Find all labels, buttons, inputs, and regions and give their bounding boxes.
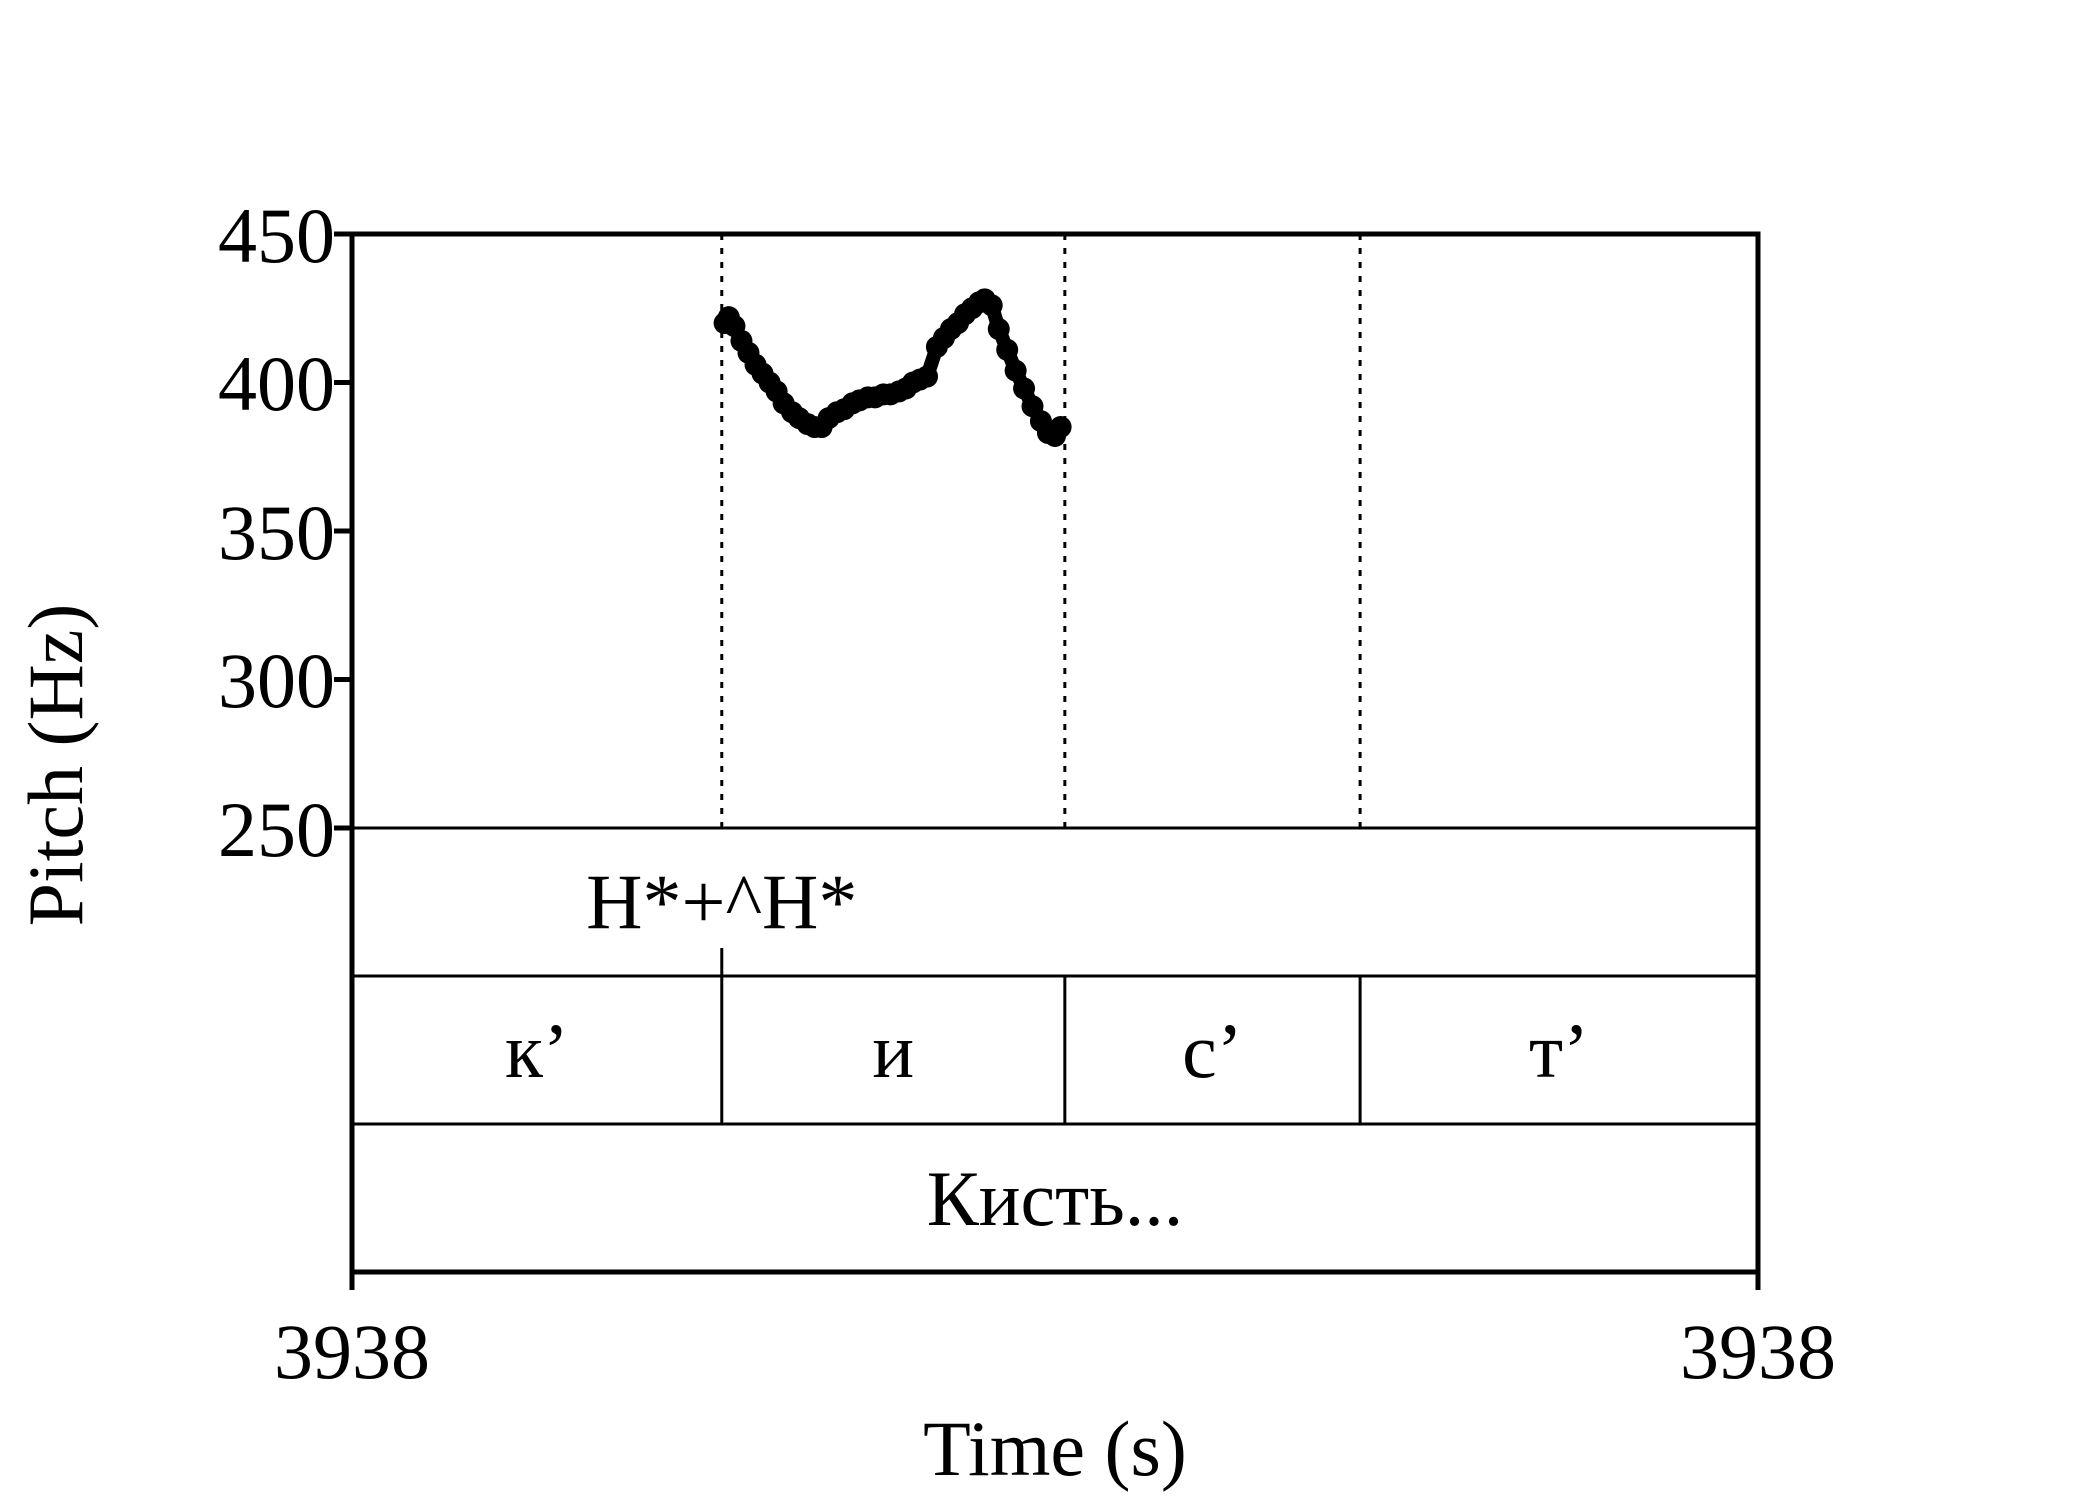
segment-label: т’ xyxy=(1529,1007,1589,1094)
pitch-point xyxy=(1049,416,1072,439)
x-axis-title: Time (s) xyxy=(923,1405,1187,1492)
tone-tier: H*+^H* xyxy=(586,858,857,945)
pitch-contour xyxy=(713,288,1072,447)
y-tick-label: 450 xyxy=(218,192,335,279)
x-tick-label-end: 3938 xyxy=(1680,1308,1836,1395)
y-tick-labels: 450 400 350 300 250 xyxy=(218,192,335,873)
x-tick-label-start: 3938 xyxy=(274,1308,430,1395)
segment-label: и xyxy=(872,1007,914,1094)
pitch-boundaries xyxy=(720,234,1362,828)
y-tick-label: 300 xyxy=(218,637,335,724)
plot-frame xyxy=(349,231,1761,1275)
pitch-point xyxy=(1013,377,1036,400)
segment-label: к’ xyxy=(505,1007,569,1094)
pitch-point xyxy=(996,338,1019,361)
tone-label: H*+^H* xyxy=(586,858,857,945)
pitch-point xyxy=(987,318,1010,341)
pitch-point xyxy=(980,294,1003,317)
pitch-point xyxy=(1004,359,1027,382)
y-tick-label: 350 xyxy=(218,489,335,576)
segment-boundaries xyxy=(720,976,1362,1124)
segment-label: с’ xyxy=(1182,1007,1243,1094)
x-tick-labels: 3938 3938 xyxy=(274,1308,1836,1395)
segment-tier: к’ и с’ т’ xyxy=(505,1007,1589,1094)
y-axis-title: Pitch (Hz) xyxy=(12,604,99,927)
word-label: Кисть... xyxy=(927,1155,1184,1242)
y-tick-label: 400 xyxy=(218,340,335,427)
y-tick-label: 250 xyxy=(218,786,335,873)
pitch-point xyxy=(916,365,939,388)
y-tick-marks xyxy=(334,231,352,831)
word-tier: Кисть... xyxy=(927,1155,1184,1242)
